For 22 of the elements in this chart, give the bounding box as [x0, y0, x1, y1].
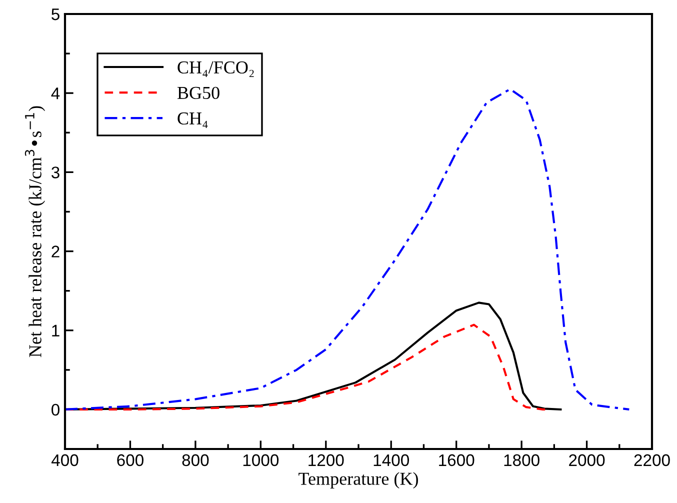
y-tick-label: 5: [52, 8, 60, 20]
x-tick-label: 400: [51, 454, 78, 466]
x-tick-label: 800: [182, 454, 209, 466]
legend-label: BG50: [177, 86, 220, 100]
legend-label: CH₄/FCO₂: [178, 61, 254, 78]
x-tick-label: 1400: [374, 454, 409, 466]
y-axis-title: Net heat release rate (kJ/cm$^{3}$•s$^{−1}$): [24, 106, 46, 358]
y-tick-label: 4: [51, 88, 60, 100]
y-tick-label: 0: [52, 404, 60, 416]
x-tick-label: 1000: [243, 454, 279, 466]
legend-label: CH₄: [178, 112, 208, 128]
line-series: [65, 88, 630, 410]
x-tick-label: 600: [117, 454, 144, 466]
x-tick-label: 2000: [569, 454, 605, 466]
x-tick-label: 1200: [308, 454, 344, 466]
x-tick-label: 2200: [634, 454, 670, 466]
y-tick-label: 1: [52, 324, 60, 336]
x-tick-label: 1800: [504, 454, 540, 466]
x-axis-title: Temperature (K): [298, 472, 418, 489]
x-tick-label: 1600: [439, 454, 474, 466]
y-tick-label: 2: [52, 246, 60, 258]
y-tick-label: 3: [52, 166, 60, 178]
